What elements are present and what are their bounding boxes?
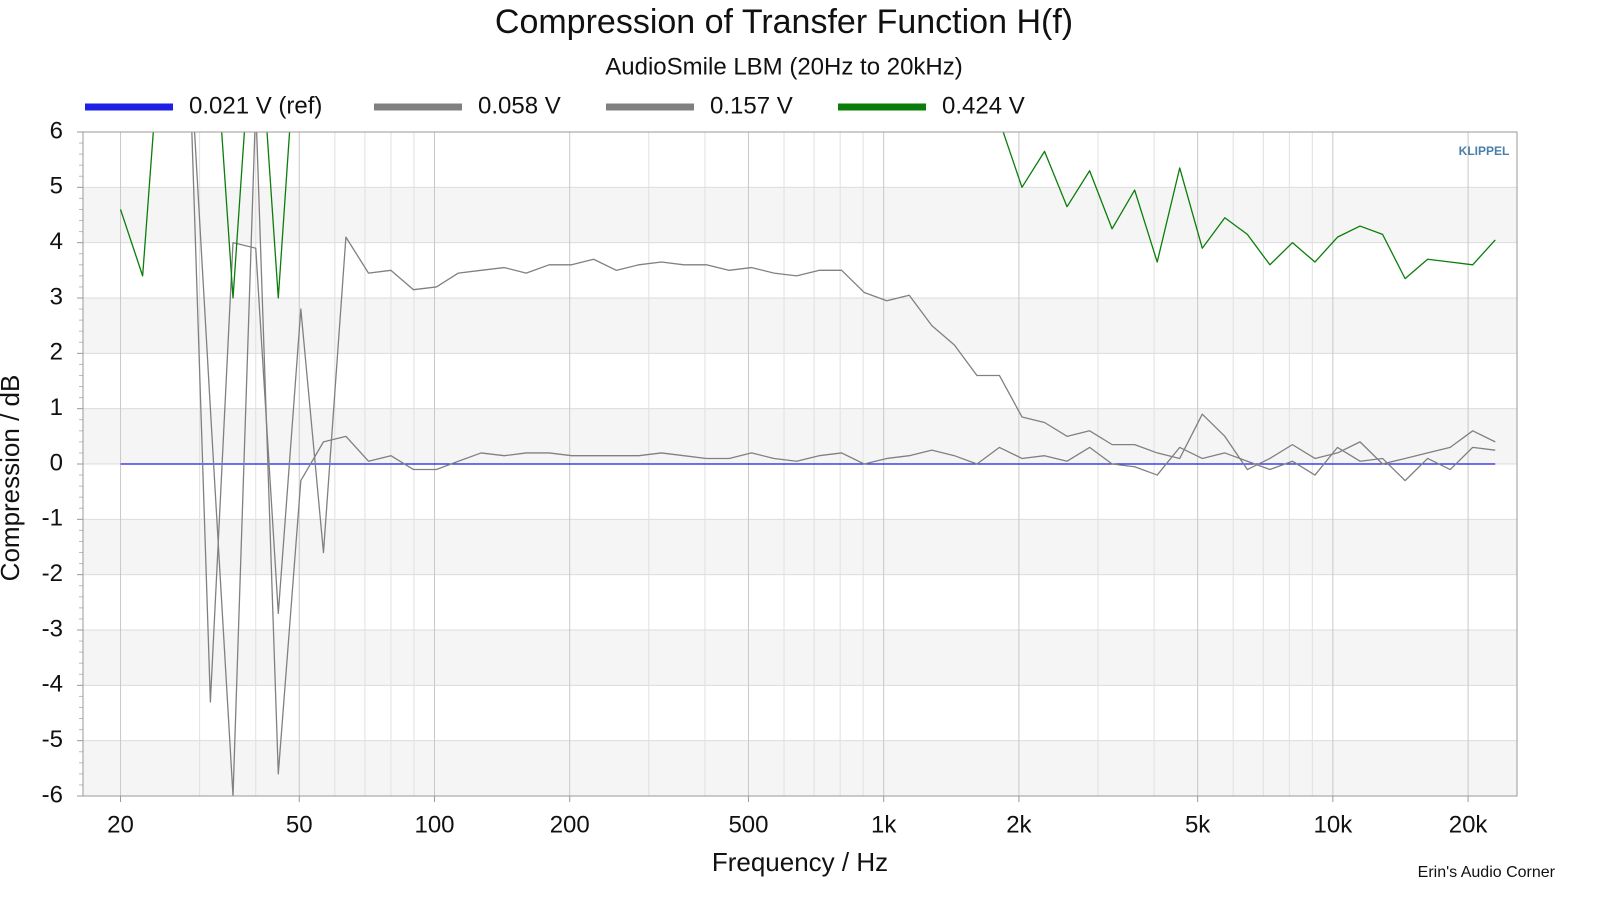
y-tick-label: 3 — [50, 283, 63, 310]
x-tick-label: 1k — [871, 811, 897, 838]
x-tick-label: 10k — [1314, 811, 1354, 838]
x-tick-label: 100 — [414, 811, 454, 838]
y-tick-label: 0 — [50, 449, 63, 476]
y-tick-label: 4 — [50, 228, 63, 255]
y-tick-label: -1 — [42, 505, 63, 532]
chart-title: Compression of Transfer Function H(f) — [495, 3, 1073, 41]
legend-label: 0.021 V (ref) — [189, 92, 322, 119]
y-axis-label: Compression / dB — [0, 375, 25, 582]
y-tick-label: 1 — [50, 394, 63, 421]
series-line — [119, 132, 1496, 299]
band — [83, 187, 1517, 243]
band — [83, 408, 1517, 464]
x-axis-label: Frequency / Hz — [712, 847, 888, 877]
y-tick-label: 6 — [50, 117, 63, 144]
x-tick-label: 5k — [1185, 811, 1211, 838]
y-tick-label: -2 — [42, 560, 63, 587]
x-tick-label: 500 — [728, 811, 768, 838]
chart-subtitle: AudioSmile LBM (20Hz to 20kHz) — [605, 53, 962, 80]
x-tick-label: 50 — [286, 811, 313, 838]
y-tick-label: 5 — [50, 173, 63, 200]
legend-label: 0.424 V — [942, 92, 1025, 119]
series-line — [193, 132, 1496, 796]
plot-frame — [82, 131, 1518, 797]
legend-label: 0.058 V — [478, 92, 561, 119]
logo: KLIPPEL — [1459, 144, 1510, 158]
band — [83, 298, 1517, 354]
y-tick-label: -4 — [42, 671, 63, 698]
x-tick-label: 20k — [1449, 811, 1489, 838]
band — [83, 519, 1517, 575]
x-tick-label: 2k — [1006, 811, 1032, 838]
series-line — [191, 132, 1496, 703]
band — [83, 740, 1517, 796]
x-tick-label: 200 — [550, 811, 590, 838]
y-tick-label: 2 — [50, 339, 63, 366]
x-tick-label: 20 — [107, 811, 134, 838]
y-tick-label: -3 — [42, 615, 63, 642]
y-tick-label: -6 — [42, 781, 63, 808]
band — [83, 630, 1517, 686]
legend-label: 0.157 V — [710, 92, 793, 119]
credit: Erin's Audio Corner — [1418, 864, 1556, 881]
y-tick-label: -5 — [42, 726, 63, 753]
